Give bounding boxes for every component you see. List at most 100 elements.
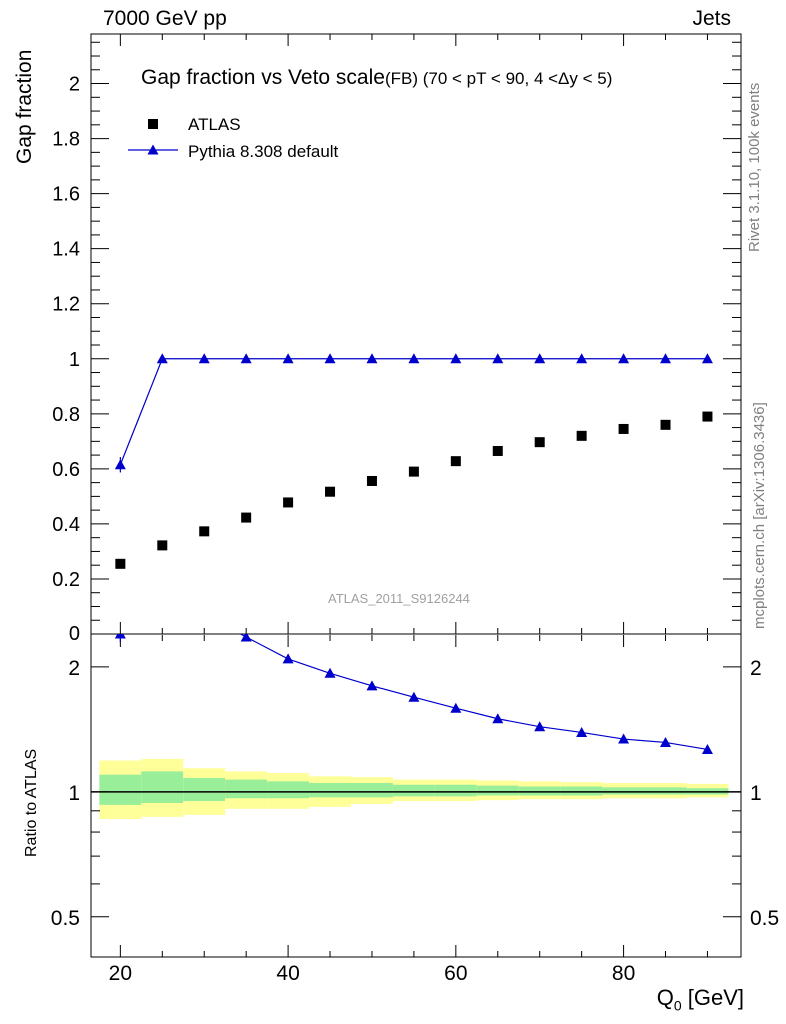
ratio-marks: [114, 582, 713, 754]
y1-tick-label-9: 1.8: [52, 129, 80, 151]
legend-marker-pythia: [147, 144, 159, 155]
plot-frames: [90, 33, 742, 958]
x-axis-label-sub: 0: [673, 997, 682, 1014]
band-inner-6: [351, 783, 393, 798]
axis-ticks: [91, 34, 741, 957]
y2-tick-label-right-0: 0.5: [750, 907, 779, 930]
band-inner-0: [99, 774, 142, 805]
data-point-7: [408, 466, 419, 477]
ratio-mc-point-9: [492, 713, 504, 724]
rivet-version-label: Rivet 3.1.10, 100k events: [746, 82, 763, 252]
ratio-mc-point-12: [618, 733, 630, 744]
data-point-10: [534, 437, 545, 448]
y2-tick-label-right-1: 1: [750, 782, 762, 805]
y1-tick-label-8: 1.6: [52, 184, 80, 206]
chart-title-main: Gap fraction vs Veto scale: [141, 66, 385, 89]
upper-y-axis-label: Gap fraction: [13, 49, 36, 164]
legend-marker-atlas: [148, 119, 158, 129]
ratio-mc-point-3: [240, 634, 252, 642]
band-inner-1: [141, 771, 184, 803]
ratio-mc-point-5: [324, 667, 336, 678]
band-inner-10: [518, 786, 561, 796]
mc-point-5: [324, 353, 336, 364]
x-tick-label-2: 60: [444, 962, 467, 985]
mc-point-1: [156, 353, 168, 364]
ratio-plot-frame: [90, 633, 742, 958]
x-axis-label-q: Q: [656, 985, 674, 1010]
data-point-2: [199, 526, 210, 537]
ratio-mc-point-10: [534, 721, 546, 732]
ratio-mc-point-6: [366, 680, 378, 691]
ratio-mc-point-13: [660, 736, 672, 747]
mc-point-12: [618, 353, 630, 364]
y1-tick-label-1: 0.2: [52, 569, 80, 591]
data-point-0: [115, 558, 126, 569]
legend-label-pythia: Pythia 8.308 default: [188, 142, 339, 161]
mc-point-3: [240, 353, 252, 364]
data-marks: [114, 353, 713, 754]
y2-tick-label-right-2: 2: [750, 657, 762, 680]
ratio-y-axis-label: Ratio to ATLAS: [23, 748, 40, 857]
analysis-watermark: ATLAS_2011_S9126244: [328, 591, 470, 606]
tick-labels: 0 0.2 0.4 0.6 0.8 1 1.2 1.4 1.6 1.8 2 0.5 0.5 1 1 2 2 20 4…: [51, 74, 779, 985]
data-point-1: [157, 540, 168, 551]
y1-tick-label-4: 0.8: [52, 404, 80, 426]
legend: ATLAS Pythia 8.308 default: [128, 115, 339, 161]
mcplots-label: mcplots.cern.ch [arXiv:1306.3436]: [751, 402, 768, 629]
mc-line: [119, 358, 708, 465]
band-inner-8: [434, 784, 477, 797]
mc-point-13: [660, 353, 672, 364]
mc-point-8: [450, 353, 462, 364]
mc-point-7: [408, 353, 420, 364]
y1-tick-label-7: 1.4: [52, 239, 80, 261]
band-inner-13: [644, 787, 687, 795]
band-inner-3: [225, 779, 268, 799]
y2-tick-label-left-1: 1: [68, 782, 80, 805]
mc-point-14: [701, 353, 713, 364]
x-tick-label-0: 20: [109, 962, 132, 985]
data-point-12: [618, 423, 629, 434]
band-inner-4: [267, 781, 310, 799]
data-point-11: [576, 430, 587, 441]
data-point-14: [702, 411, 713, 422]
ratio-mc-point-1: [157, 582, 168, 592]
ratio-uncertainty-bands: [91, 758, 741, 820]
x-tick-label-3: 80: [612, 962, 635, 985]
data-point-4: [283, 497, 294, 508]
y2-tick-label-left-2: 2: [68, 657, 80, 680]
band-inner-5: [309, 783, 351, 798]
data-point-13: [660, 419, 671, 430]
chart-title: Gap fraction vs Veto scale(FB) (70 < pT …: [141, 66, 612, 90]
mc-point-4: [282, 353, 294, 364]
x-axis-label-unit: [GeV]: [681, 985, 744, 1010]
y1-tick-label-3: 0.6: [52, 459, 80, 481]
y2-tick-label-left-0: 0.5: [51, 907, 80, 930]
y1-tick-label-6: 1.2: [52, 294, 80, 316]
y1-tick-label-2: 0.4: [52, 514, 80, 536]
band-inner-2: [183, 777, 226, 802]
y1-tick-label-0: 0: [69, 623, 80, 645]
data-point-9: [492, 445, 503, 456]
mc-point-9: [492, 353, 504, 364]
band-inner-9: [476, 785, 519, 796]
header-right: Jets: [692, 7, 731, 30]
data-point-6: [366, 475, 377, 486]
y1-tick-label-5: 1: [69, 349, 80, 371]
x-tick-label-1: 40: [276, 962, 299, 985]
mc-point-2: [198, 353, 210, 364]
ratio-mc-point-4: [282, 653, 294, 664]
mc-point-11: [576, 353, 588, 364]
x-axis-label: Q0 [GeV]: [657, 985, 744, 1013]
chart-title-sub: (FB) (70 < pT < 90, 4 <Δy < 5): [384, 69, 613, 88]
ratio-mc-point-8: [450, 702, 462, 713]
mc-point-10: [534, 353, 546, 364]
ratio-mc-point-14: [701, 743, 713, 754]
ratio-mc-point-0: [114, 634, 126, 639]
ratio-mc-point-2: [199, 609, 210, 619]
mc-point-0: [114, 459, 126, 470]
y1-tick-label-10: 2: [69, 74, 80, 96]
band-inner-12: [602, 787, 645, 795]
ratio-mc-line: [120, 634, 708, 751]
header-left: 7000 GeV pp: [103, 7, 227, 30]
